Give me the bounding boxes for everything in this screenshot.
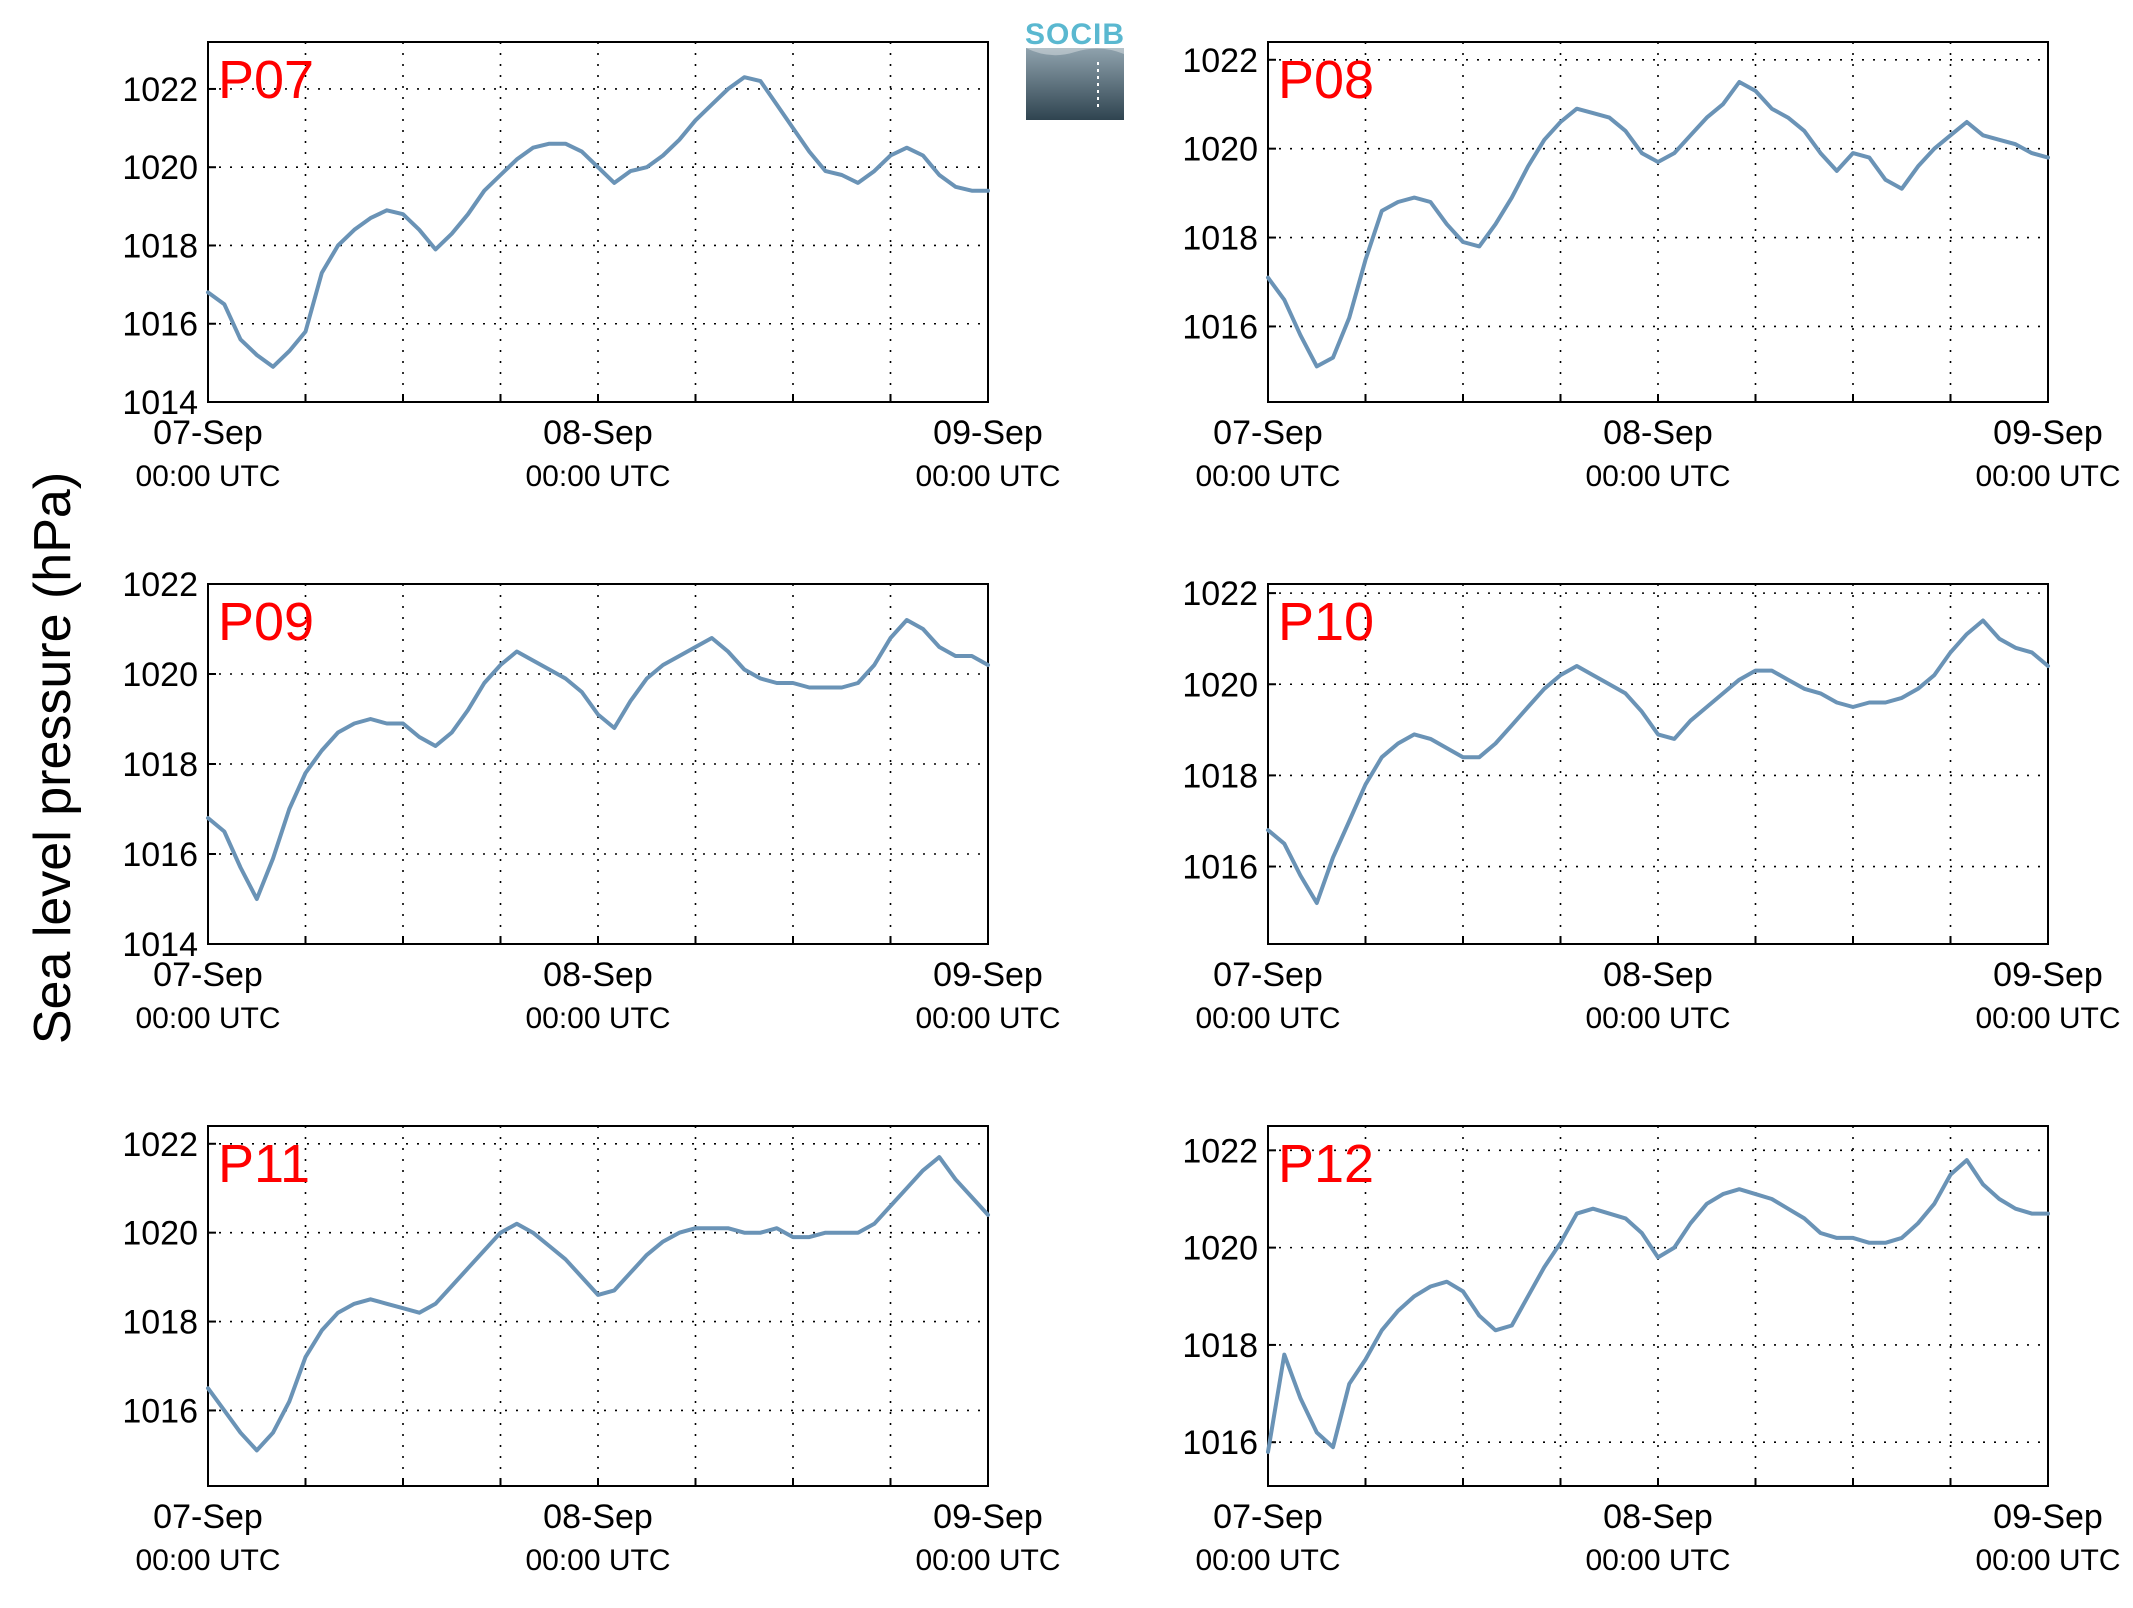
x-tick-time: 00:00 UTC (915, 460, 1060, 493)
x-tick-time: 00:00 UTC (915, 1544, 1060, 1577)
y-tick-label: 1018 (122, 746, 198, 784)
x-tick-date: 07-Sep (153, 414, 263, 452)
x-tick-time: 00:00 UTC (1195, 1544, 1340, 1577)
y-tick-label: 1018 (1182, 220, 1258, 258)
y-tick-label: 1022 (1182, 42, 1258, 80)
y-tick-label: 1022 (1182, 575, 1258, 613)
y-tick-label: 1016 (122, 1392, 198, 1430)
x-tick-time: 00:00 UTC (135, 1002, 280, 1035)
series-line-p12 (1266, 1158, 2050, 1454)
series-line-p08 (1266, 80, 2050, 369)
x-tick-time: 00:00 UTC (135, 460, 280, 493)
x-tick-date: 09-Sep (1993, 414, 2103, 452)
x-tick-date: 08-Sep (543, 414, 653, 452)
x-tick-time: 00:00 UTC (1195, 1002, 1340, 1035)
plot-frame (207, 41, 989, 403)
y-tick-label: 1016 (122, 306, 198, 344)
y-tick-label: 1020 (1182, 666, 1258, 704)
x-tick-time: 00:00 UTC (1585, 460, 1730, 493)
panel-p12: 1016 1018 1020 1022 07-Sep 00:00 UTC 08-Sep 00:… (1182, 1125, 2121, 1577)
panel-p07: 1014 1016 1018 1020 1022 07-Sep 00:00 UTC 08-Se… (122, 41, 1061, 493)
x-tick-time: 00:00 UTC (1585, 1544, 1730, 1577)
y-tick-label: 1022 (1182, 1132, 1258, 1170)
x-tick-date: 07-Sep (1213, 1498, 1323, 1536)
y-tick-label: 1016 (122, 836, 198, 874)
panel-label: P12 (1278, 1134, 1374, 1194)
x-tick-date: 07-Sep (1213, 956, 1323, 994)
logo-text: SOCIB (1025, 18, 1125, 51)
y-tick-label: 1018 (122, 227, 198, 265)
y-tick-label: 1016 (1182, 1424, 1258, 1462)
x-tick-date: 08-Sep (543, 956, 653, 994)
x-tick-time: 00:00 UTC (135, 1544, 280, 1577)
x-tick-date: 07-Sep (153, 956, 263, 994)
y-tick-label: 1018 (1182, 1327, 1258, 1365)
y-tick-label: 1018 (1182, 757, 1258, 795)
panel-p09: 1014 1016 1018 1020 1022 07-Sep 00:00 UTC 08-Se… (122, 566, 1060, 1035)
x-tick-time: 00:00 UTC (525, 460, 670, 493)
y-tick-label: 1018 (122, 1304, 198, 1342)
x-tick-time: 00:00 UTC (915, 1002, 1060, 1035)
plot-frame (207, 583, 989, 945)
x-tick-time: 00:00 UTC (525, 1544, 670, 1577)
y-tick-label: 1020 (122, 149, 198, 187)
panel-p08: 1016 1018 1020 1022 07-Sep 00:00 UTC 08-Sep 00:… (1182, 41, 2121, 493)
y-tick-label: 1022 (122, 566, 198, 604)
x-tick-date: 08-Sep (1603, 1498, 1713, 1536)
x-tick-time: 00:00 UTC (1585, 1002, 1730, 1035)
y-axis-label: Sea level pressure (hPa) (24, 472, 82, 1044)
panel-label: P08 (1278, 50, 1374, 110)
x-tick-time: 00:00 UTC (525, 1002, 670, 1035)
y-tick-label: 1020 (122, 1215, 198, 1253)
x-tick-date: 08-Sep (1603, 414, 1713, 452)
y-tick-label: 1020 (122, 656, 198, 694)
x-tick-date: 09-Sep (1993, 956, 2103, 994)
y-tick-label: 1020 (1182, 1230, 1258, 1268)
panel-p10: 1016 1018 1020 1022 07-Sep 00:00 UTC 08-Sep 00:… (1182, 575, 2120, 1035)
x-tick-date: 08-Sep (543, 1498, 653, 1536)
x-tick-time: 00:00 UTC (1975, 1002, 2120, 1035)
series-line-p11 (206, 1155, 990, 1453)
y-tick-label: 1014 (122, 926, 198, 964)
y-tick-label: 1022 (122, 1126, 198, 1164)
y-tick-label: 1014 (122, 384, 198, 422)
x-tick-time: 00:00 UTC (1195, 460, 1340, 493)
x-tick-time: 00:00 UTC (1975, 1544, 2120, 1577)
series-line-p09 (206, 618, 990, 901)
y-tick-label: 1016 (1182, 849, 1258, 887)
y-tick-label: 1022 (122, 71, 198, 109)
plot-frame (1267, 583, 2049, 945)
x-tick-date: 07-Sep (153, 1498, 263, 1536)
plot-frame (1267, 41, 2049, 403)
x-tick-date: 09-Sep (933, 1498, 1043, 1536)
panel-label: P07 (218, 50, 314, 110)
plot-frame (207, 1125, 989, 1487)
x-tick-date: 09-Sep (1993, 1498, 2103, 1536)
panel-label: P11 (218, 1134, 310, 1194)
panel-p11: 1016 1018 1020 1022 07-Sep 00:00 UTC 08-Sep 00:… (122, 1125, 1061, 1577)
y-tick-label: 1016 (1182, 308, 1258, 346)
x-tick-date: 09-Sep (933, 414, 1043, 452)
x-tick-time: 00:00 UTC (1975, 460, 2120, 493)
series-line-p10 (1266, 618, 2050, 905)
series-line-p07 (206, 75, 990, 369)
x-tick-date: 08-Sep (1603, 956, 1713, 994)
panels: 1014 1016 1018 1020 1022 07-Sep 00:00 UTC 08-Se… (122, 41, 2121, 1577)
panel-label: P10 (1278, 592, 1374, 652)
x-tick-date: 07-Sep (1213, 414, 1323, 452)
y-tick-label: 1020 (1182, 131, 1258, 169)
x-tick-date: 09-Sep (933, 956, 1043, 994)
panel-label: P09 (218, 592, 314, 652)
plot-frame (1267, 1125, 2049, 1487)
socib-logo: SOCIB (1025, 18, 1125, 120)
